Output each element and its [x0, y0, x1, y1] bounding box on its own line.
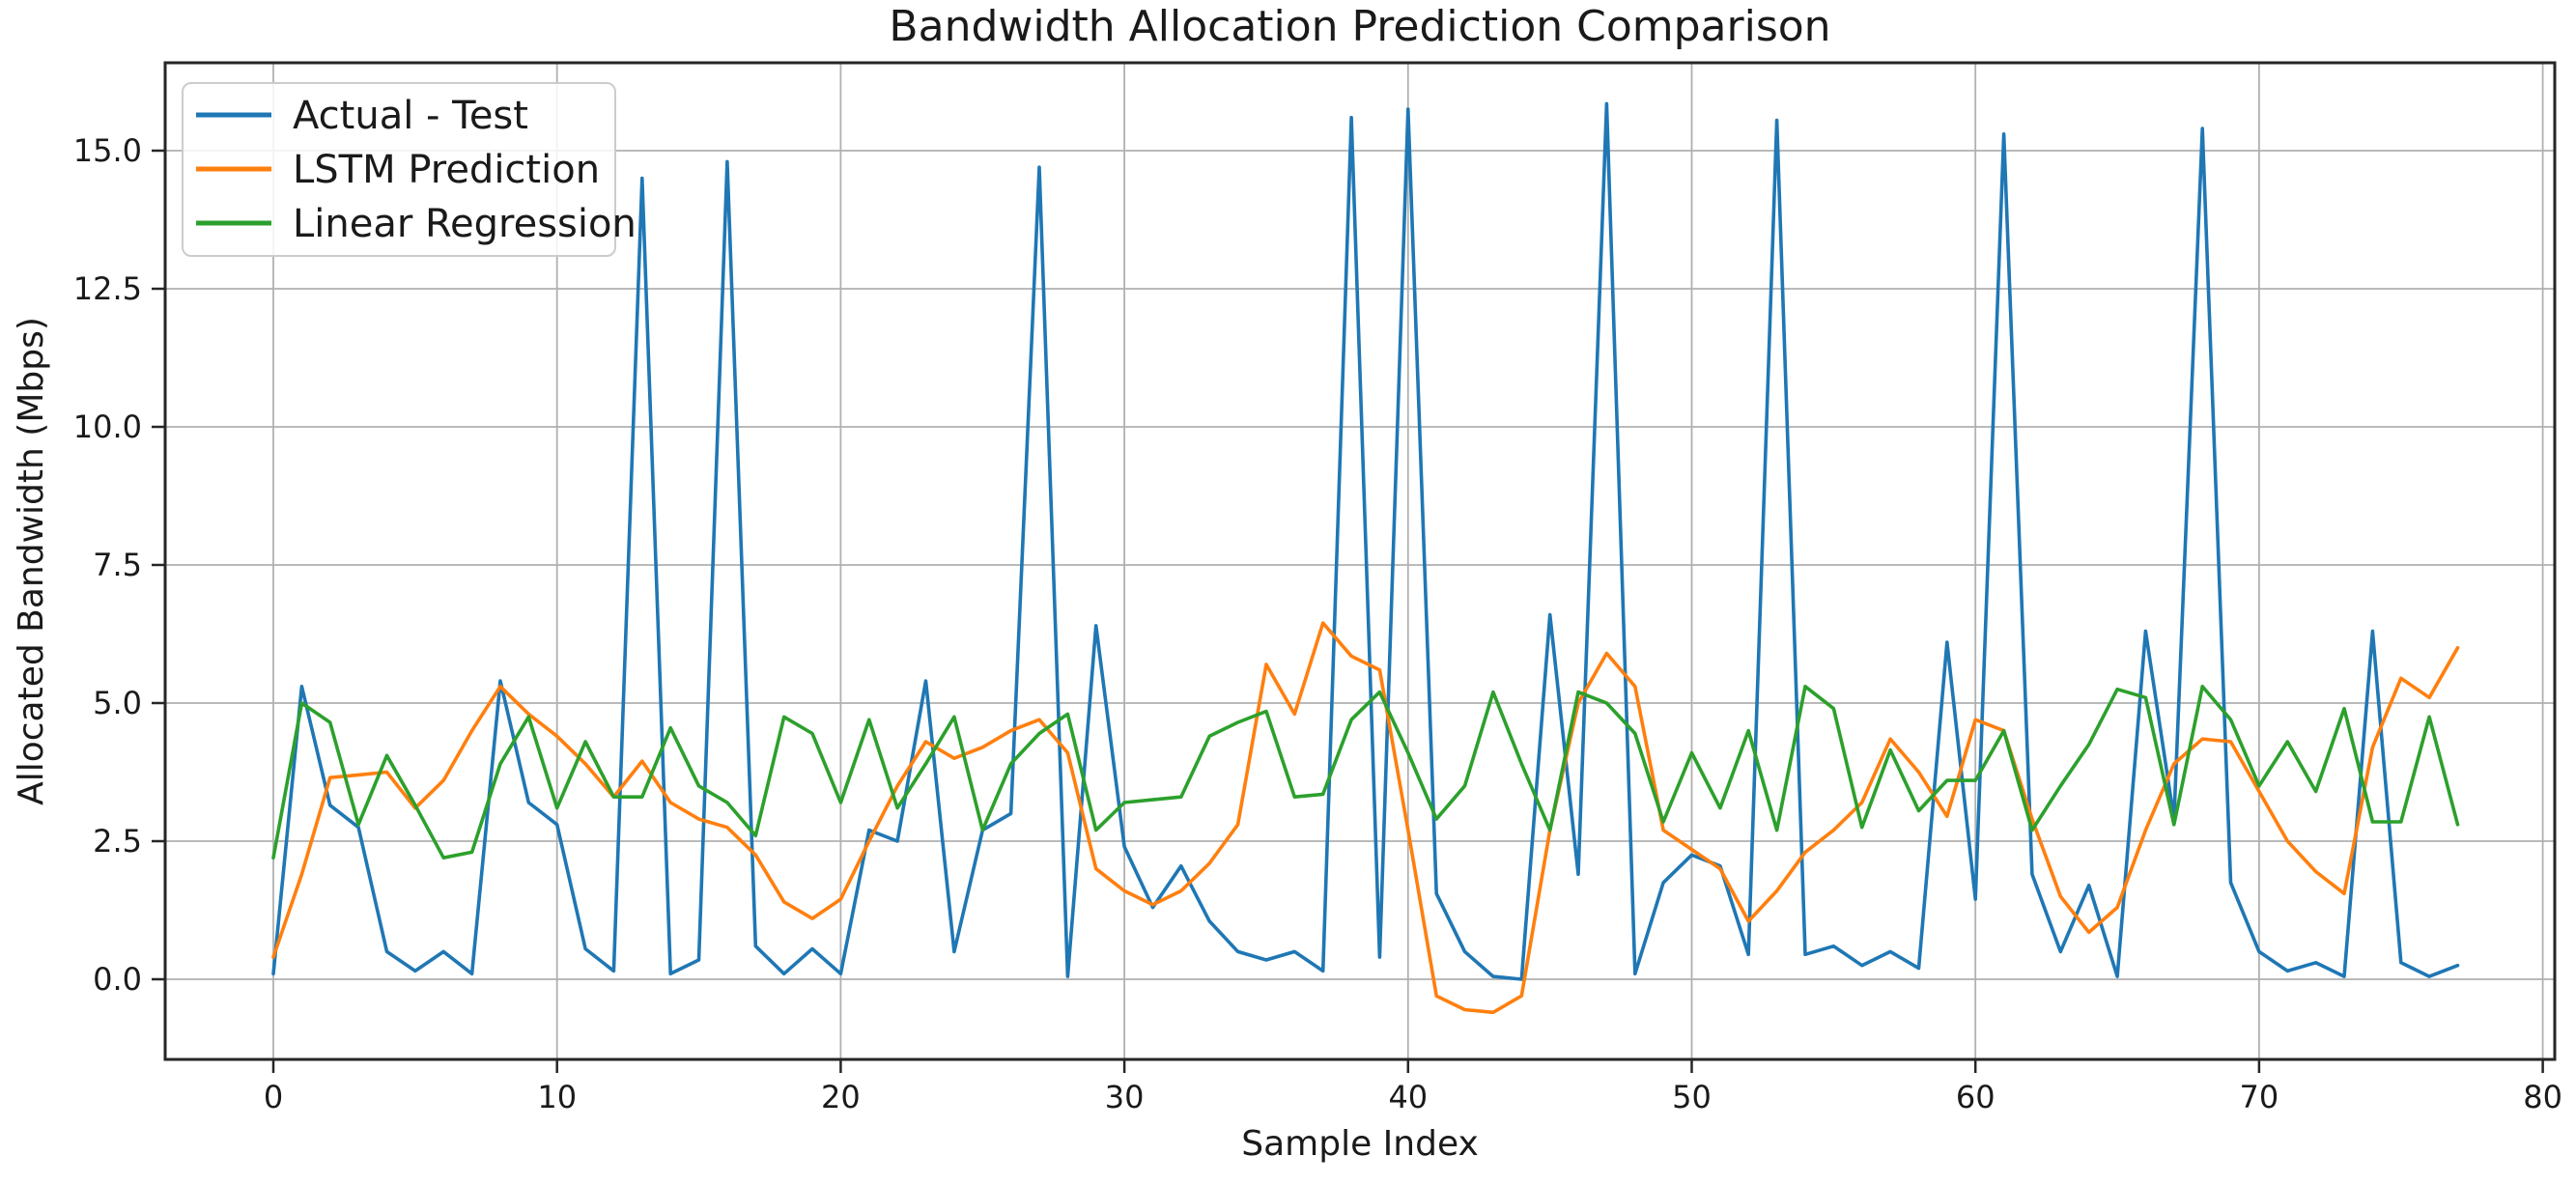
y-tick-label: 15.0 — [73, 132, 142, 169]
y-tick-label: 2.5 — [93, 823, 142, 860]
x-tick-label: 60 — [1956, 1079, 1996, 1115]
actual-test-line — [271, 101, 2460, 981]
linear-regression-line — [271, 684, 2460, 860]
lstm-prediction-line — [271, 621, 2460, 1015]
grid-layer — [165, 63, 2555, 1059]
y-tick-label: 5.0 — [93, 685, 142, 721]
y-tick-label: 7.5 — [93, 547, 142, 583]
y-tick-label: 10.0 — [73, 409, 142, 445]
x-tick-label: 10 — [537, 1079, 577, 1115]
x-tick-label: 80 — [2523, 1079, 2562, 1115]
x-tick-label: 30 — [1105, 1079, 1145, 1115]
series-layer — [271, 101, 2460, 1015]
legend-label-actual-test: Actual - Test — [293, 94, 528, 138]
x-tick-label: 70 — [2240, 1079, 2279, 1115]
y-tick-label: 0.0 — [93, 961, 142, 998]
plot-border — [163, 61, 2557, 1061]
y-tick-label: 12.5 — [73, 270, 142, 307]
tick-layer: 0 10 20 30 40 50 60 70 80 0.0 2.5 5.0 7.5 10.0 12.5 15.… — [73, 132, 2562, 1115]
x-axis-label: Sample Index — [1241, 1124, 1479, 1164]
plot-frame — [163, 61, 2557, 1061]
x-tick-label: 40 — [1388, 1079, 1428, 1115]
x-tick-label: 20 — [821, 1079, 861, 1115]
chart-title: Bandwidth Allocation Prediction Comparis… — [889, 2, 1830, 51]
legend: Actual - Test LSTM Prediction Linear Reg… — [182, 82, 637, 257]
y-axis-label: Allocated Bandwidth (Mbps) — [12, 317, 51, 805]
legend-label-lstm-prediction: LSTM Prediction — [293, 148, 600, 192]
x-tick-label: 50 — [1672, 1079, 1712, 1115]
legend-box — [182, 82, 616, 257]
x-tick-label: 0 — [264, 1079, 283, 1115]
legend-label-linear-regression: Linear Regression — [293, 202, 637, 246]
